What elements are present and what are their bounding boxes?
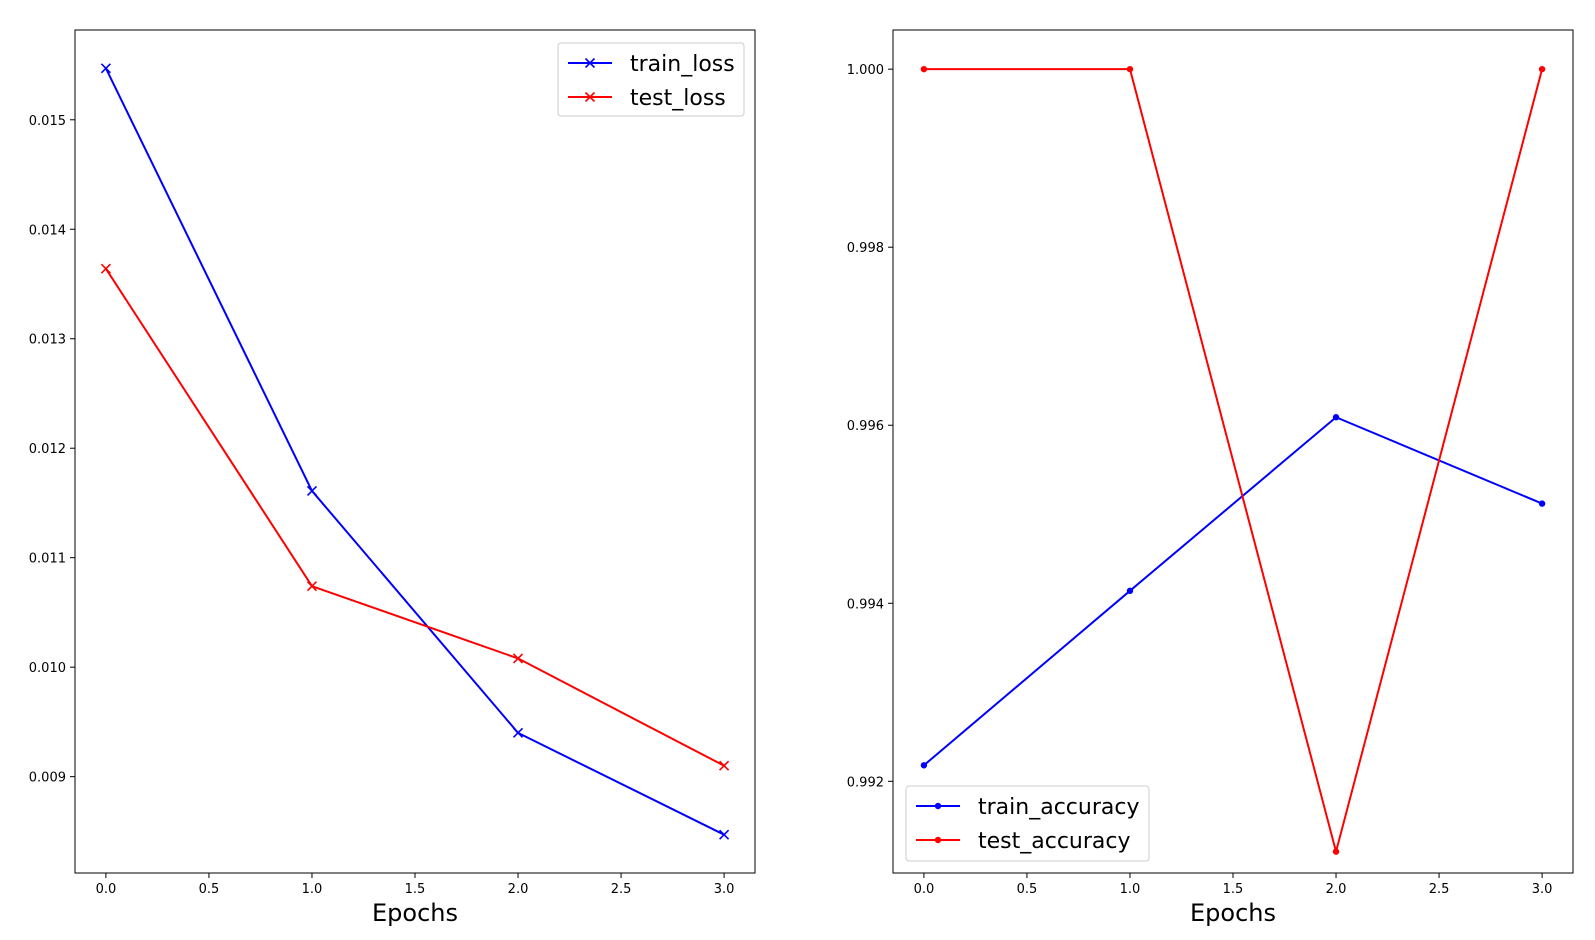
test_loss-point	[512, 653, 524, 664]
marker-stroke	[719, 829, 730, 840]
legend-marker	[584, 91, 596, 103]
train_accuracy-line	[923, 416, 1543, 767]
x-tick-label: 2.0	[508, 882, 529, 897]
x-tick-label: 0.0	[914, 882, 935, 897]
marker-stroke	[306, 581, 318, 592]
y-tick-label: 0.014	[29, 223, 66, 238]
x-tick-label: 0.0	[96, 882, 117, 897]
legend-label: train_accuracy	[978, 795, 1139, 820]
marker-stroke	[719, 760, 730, 771]
train_accuracy-point	[1538, 500, 1546, 507]
x-tick-label: 0.5	[199, 882, 220, 897]
y-tick-label: 0.012	[29, 442, 66, 457]
train_accuracy-point	[1332, 414, 1340, 421]
test_accuracy-point	[1332, 848, 1340, 855]
x-tick-label: 3.0	[1532, 882, 1553, 897]
marker-stroke	[100, 63, 111, 74]
x-tick-label: 2.5	[1429, 882, 1450, 897]
x-tick-label: 1.0	[1120, 882, 1141, 897]
y-tick-label: 0.992	[847, 775, 884, 790]
plot-frame	[892, 29, 1574, 874]
plot-frame	[74, 29, 756, 874]
train_loss-point	[306, 485, 318, 496]
train_loss-line	[105, 67, 725, 836]
y-tick-label: 0.015	[29, 114, 66, 129]
test_accuracy-line	[923, 68, 1544, 856]
y-tick-label: 0.011	[29, 552, 66, 567]
train_accuracy-point	[1126, 587, 1134, 595]
test_loss-line	[105, 268, 725, 767]
test_accuracy-point	[1538, 65, 1546, 73]
legend-label: test_accuracy	[978, 829, 1131, 854]
x-tick-label: 1.5	[405, 882, 426, 897]
train_loss-point	[719, 829, 730, 840]
legend-box	[905, 785, 1150, 862]
legend-marker	[934, 802, 942, 810]
y-tick-label: 0.998	[847, 241, 884, 256]
legend-marker	[584, 57, 596, 69]
x-tick-label: 1.0	[302, 882, 323, 897]
x-tick-label: 2.0	[1326, 882, 1347, 897]
marker-stroke	[512, 653, 524, 664]
train_accuracy-point	[920, 762, 928, 769]
marker-stroke	[512, 727, 524, 738]
y-tick-label: 0.010	[29, 661, 66, 676]
test_loss-point	[719, 760, 730, 771]
test_accuracy-point	[920, 65, 928, 73]
legend-label: test_loss	[630, 86, 726, 111]
loss-chart: 0.0 0.5 1.0 1.5 2.0 2.5 3.0 0.009 0.010 0.011 0.01…	[29, 29, 756, 927]
y-tick-label: 0.996	[847, 419, 884, 434]
marker-stroke	[306, 485, 318, 496]
legend-label: train_loss	[630, 52, 735, 77]
train_loss-point	[512, 727, 524, 738]
train_loss-point	[100, 63, 111, 74]
test_loss-point	[306, 581, 318, 592]
accuracy-chart: 0.0 0.5 1.0 1.5 2.0 2.5 3.0 0.992 0.994 0.996 0.99…	[847, 29, 1574, 927]
test_loss-point	[100, 263, 111, 274]
legend-marker	[934, 836, 942, 844]
legend: train_loss test_loss	[557, 42, 745, 117]
x-tick-label: 3.0	[714, 882, 735, 897]
x-axis-label: Epochs	[1190, 899, 1276, 927]
legend: train_accuracy test_accuracy	[905, 785, 1150, 862]
x-tick-label: 2.5	[611, 882, 632, 897]
marker-stroke	[100, 263, 111, 274]
y-tick-label: 0.994	[847, 597, 884, 612]
y-tick-label: 1.000	[847, 63, 884, 78]
x-tick-label: 0.5	[1017, 882, 1038, 897]
x-tick-label: 1.5	[1223, 882, 1244, 897]
y-tick-label: 0.009	[29, 771, 66, 786]
y-tick-label: 0.013	[29, 333, 66, 348]
test_accuracy-point	[1126, 65, 1134, 73]
x-axis-label: Epochs	[372, 899, 458, 927]
